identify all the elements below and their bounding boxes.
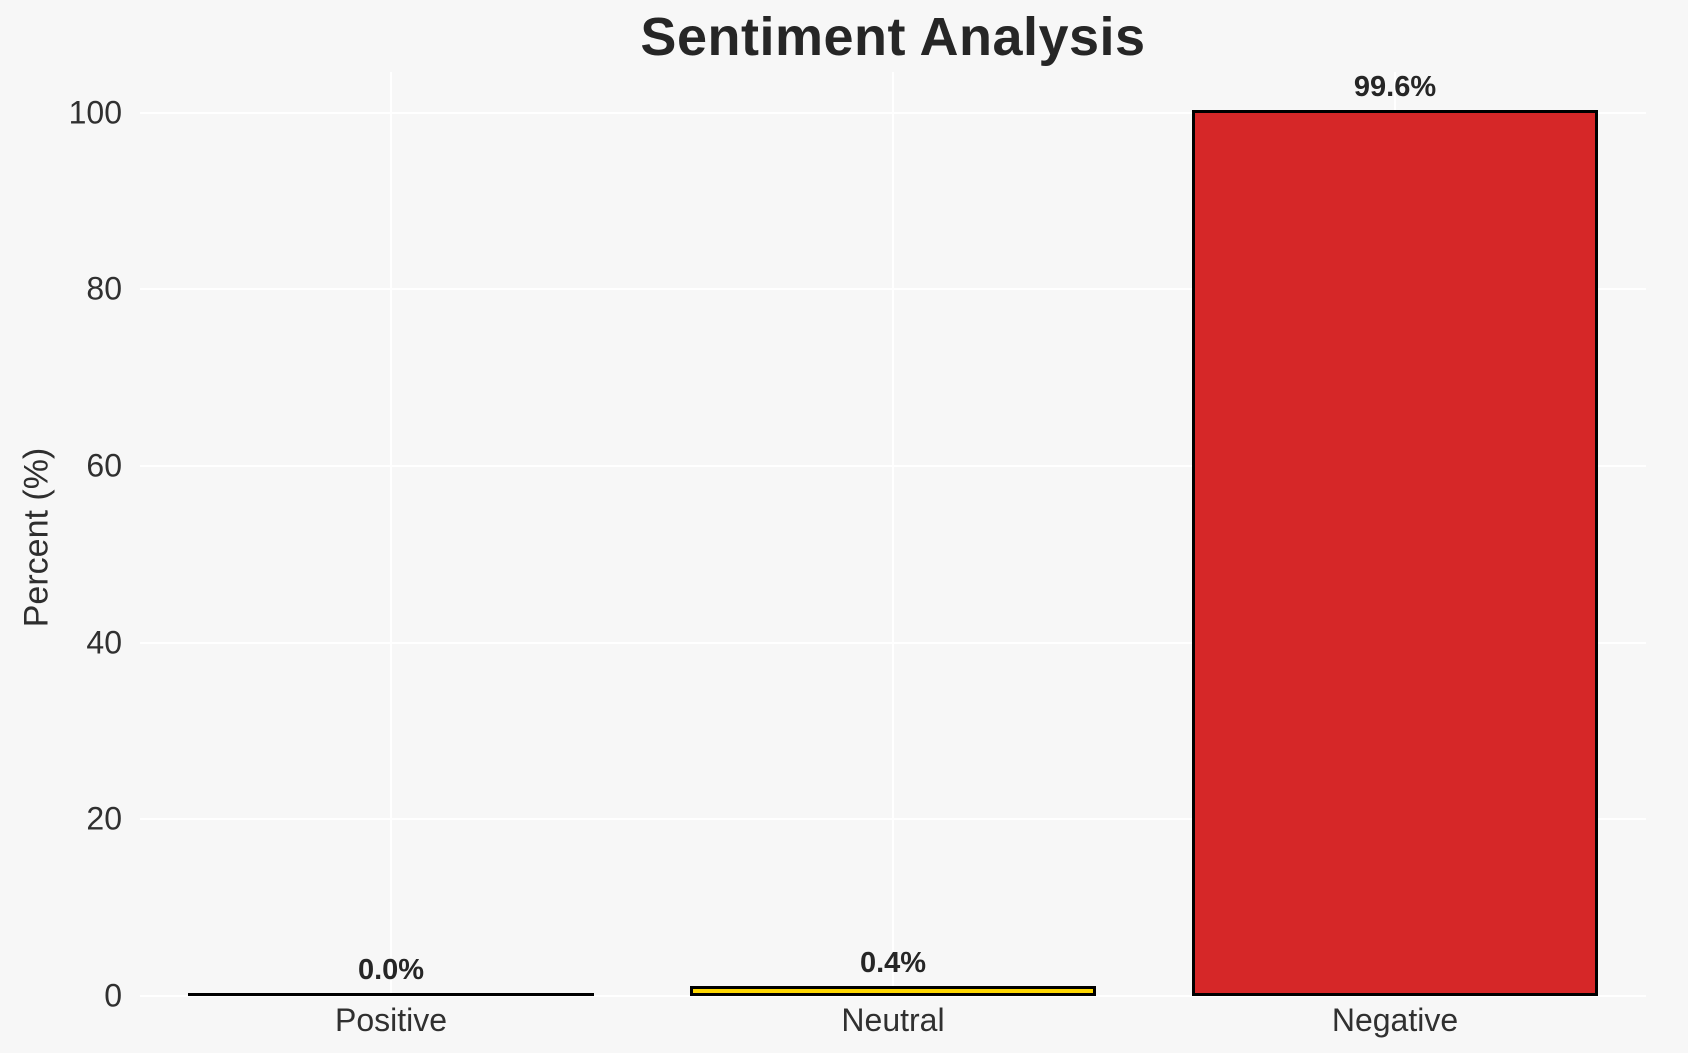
y-tick-label-40: 40 [86, 624, 122, 661]
value-label-negative: 99.6% [1353, 71, 1437, 104]
y-tick-label-80: 80 [86, 270, 122, 307]
y-axis-label: Percent (%) [17, 447, 56, 628]
plot-area [140, 72, 1646, 997]
bar-neutral [690, 986, 1096, 996]
x-tick-label-positive: Positive [334, 1002, 448, 1038]
bar-positive [188, 993, 594, 996]
gridline-x-positive [390, 72, 392, 996]
value-label-positive: 0.0% [357, 954, 425, 986]
y-tick-label-60: 60 [86, 447, 122, 484]
y-tick-label-20: 20 [86, 800, 122, 837]
chart-title: Sentiment Analysis [640, 7, 1146, 67]
y-tick-label-100: 100 [68, 94, 122, 131]
x-tick-label-negative: Negative [1331, 1002, 1459, 1038]
x-tick-label-neutral: Neutral [841, 1002, 945, 1038]
gridline-x-neutral [892, 72, 894, 996]
gridline-y-0 [140, 995, 1646, 997]
y-tick-label-0: 0 [104, 977, 122, 1014]
bar-negative [1192, 110, 1598, 996]
value-label-neutral: 0.4% [859, 947, 927, 980]
